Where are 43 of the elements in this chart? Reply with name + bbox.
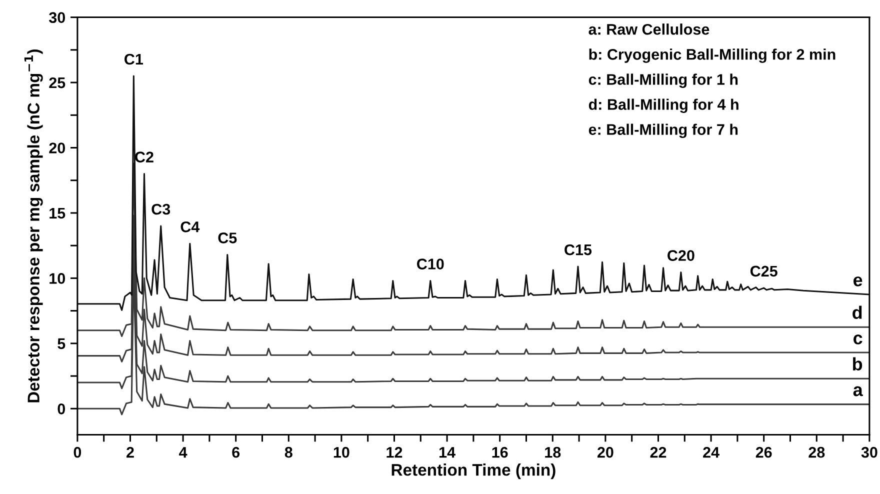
annotation: a: Raw Cellulose	[588, 24, 710, 35]
x-tick-label: 16	[492, 446, 508, 458]
annotation: C1	[124, 54, 144, 65]
x-tick-label: 10	[334, 446, 350, 458]
series-label: a	[853, 386, 863, 396]
annotation: b: Cryogenic Ball-Milling for 2 min	[589, 48, 836, 63]
annotation: C25	[750, 266, 778, 277]
annotation: e: Ball-Milling for 7 h	[588, 124, 738, 138]
annotation: C15	[564, 244, 592, 256]
x-axis-title: Retention Time (min)	[392, 464, 556, 480]
y-tick-label: 30	[48, 12, 66, 23]
annotation: C10	[417, 258, 444, 270]
y-tick-label: 0	[58, 404, 66, 414]
annotation: d: Ball-Milling for 4 h	[588, 98, 738, 113]
annotation: c: Ball-Milling for 1 h	[588, 74, 738, 88]
annotation: C3	[152, 204, 170, 215]
y-tick-label: 25	[49, 77, 66, 88]
x-tick-label: 24	[703, 446, 720, 458]
annotation: C5	[218, 232, 237, 244]
x-tick-label: 12	[386, 446, 402, 458]
x-tick-label: 2	[126, 446, 134, 458]
x-tick-label: 0	[74, 446, 82, 458]
x-tick-label: 22	[650, 446, 666, 458]
series-label: e	[854, 276, 862, 286]
x-tick-label: 4	[179, 447, 188, 458]
series-label: b	[853, 357, 862, 370]
annotation: C20	[668, 250, 694, 261]
x-tick-label: 20	[597, 446, 614, 458]
x-tick-label: 26	[756, 446, 772, 458]
series-label: d	[852, 306, 862, 319]
y-tick-label: 20	[49, 142, 66, 154]
y-tick-label: 10	[50, 273, 66, 284]
x-tick-label: 8	[284, 446, 292, 458]
x-tick-label: 6	[232, 446, 240, 458]
y-tick-label: 15	[50, 208, 66, 219]
series-label: c	[854, 334, 862, 344]
x-tick-label: 14	[440, 447, 456, 458]
y-axis-title: Detector response per mg sample (nC mg$^{−1}$)	[24, 50, 43, 402]
x-tick-label: 18	[545, 446, 561, 458]
x-tick-label: 30	[861, 446, 878, 458]
y-tick-label: 5	[58, 338, 66, 350]
x-tick-label: 28	[808, 446, 825, 458]
annotation: C4	[180, 221, 200, 232]
